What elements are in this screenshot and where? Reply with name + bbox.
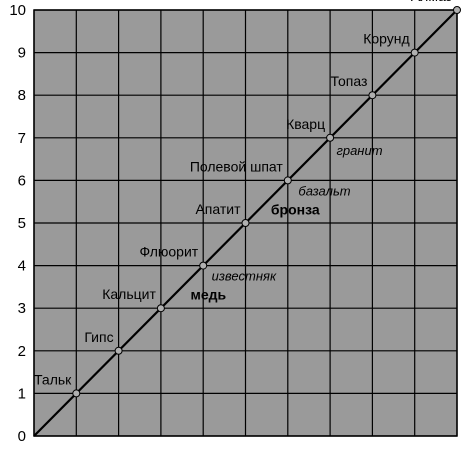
material-annotation: известняк — [212, 269, 277, 284]
y-tick-label: 10 — [9, 2, 26, 19]
y-tick-label: 2 — [18, 343, 26, 360]
material-annotations: известняк медь базальт бронза гранит — [191, 143, 383, 303]
material-annotation: бронза — [271, 201, 320, 217]
mineral-marker — [368, 91, 377, 100]
mineral-markers — [72, 6, 461, 398]
y-tick-label: 1 — [18, 385, 26, 402]
y-tick-label: 7 — [18, 130, 26, 147]
mineral-marker — [199, 261, 208, 270]
mineral-marker — [241, 219, 250, 227]
mineral-label: Алмаз — [411, 0, 452, 4]
mineral-label: Гипс — [84, 329, 113, 345]
mineral-label: Полевой шпат — [190, 158, 284, 174]
y-tick-label: 3 — [18, 300, 26, 317]
material-annotation: медь — [191, 287, 227, 303]
mineral-label: Топаз — [331, 73, 368, 89]
y-tick-label: 0 — [18, 428, 26, 445]
mineral-marker — [156, 304, 165, 313]
y-axis-ticks: 0 1 2 3 4 5 6 7 8 9 10 — [9, 2, 26, 445]
mineral-marker — [72, 389, 81, 398]
mineral-marker — [410, 48, 419, 57]
mineral-label: Тальк — [34, 371, 72, 387]
y-tick-label: 9 — [18, 45, 26, 62]
y-tick-label: 6 — [18, 172, 26, 189]
mineral-marker — [326, 133, 335, 142]
mineral-label: Апатит — [195, 201, 241, 217]
mineral-label: Кальцит — [102, 286, 156, 302]
y-tick-label: 8 — [18, 87, 26, 104]
mineral-label: Корунд — [363, 31, 409, 47]
mineral-marker — [283, 176, 292, 185]
mineral-marker — [114, 346, 123, 355]
mineral-marker — [453, 6, 461, 14]
mineral-labels: Тальк Гипс Кальцит Флюорит Апатит Полевой шпа… — [34, 0, 452, 387]
y-tick-label: 4 — [18, 258, 26, 275]
mineral-label: Флюорит — [140, 244, 199, 260]
material-annotation: гранит — [336, 143, 382, 158]
y-tick-label: 5 — [18, 215, 26, 232]
grid — [33, 9, 458, 437]
material-annotation: базальт — [298, 183, 350, 198]
mineral-label: Кварц — [286, 116, 325, 132]
